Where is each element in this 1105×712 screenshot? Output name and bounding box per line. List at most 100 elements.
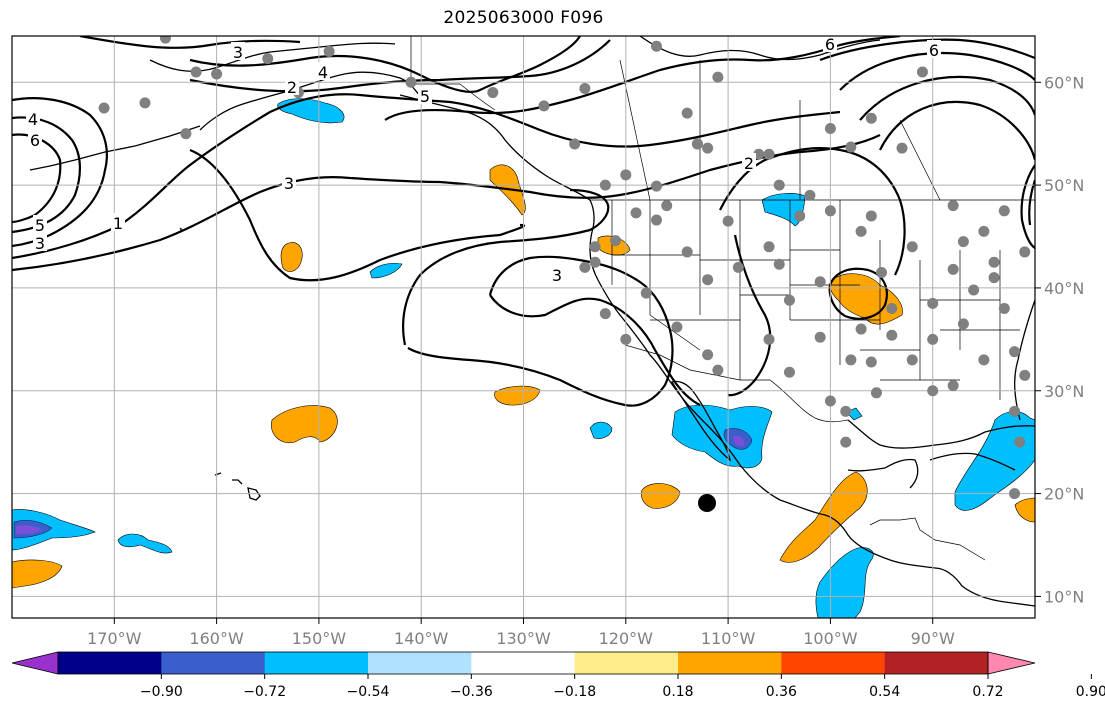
colorbar-tick-label: −0.18 <box>553 684 596 700</box>
coastline-hawaii <box>214 472 261 501</box>
contour-label: 6 <box>825 35 835 54</box>
shade-orange <box>12 559 63 589</box>
contour-line <box>402 188 610 346</box>
contour-label-bg <box>28 130 42 148</box>
station-dot <box>814 276 826 288</box>
station-dot <box>763 241 775 253</box>
station-dot <box>947 380 959 392</box>
colorbar-extend-min <box>11 651 59 675</box>
station-dot <box>650 180 662 192</box>
station-dot <box>753 148 765 160</box>
contour-label: 3 <box>35 234 45 253</box>
station-dot <box>569 138 581 150</box>
contour-label-bg <box>33 233 47 251</box>
station-dot <box>650 40 662 52</box>
station-dot <box>906 354 918 366</box>
x-tick-label: 90°W <box>911 629 955 648</box>
station-dot <box>579 82 591 94</box>
contour-line <box>189 39 611 93</box>
y-tick-label: 30°N <box>1044 382 1084 401</box>
station-dot <box>98 102 110 114</box>
latitude-ticks: 60°N 50°N 40°N 30°N 20°N 10°N <box>1035 73 1084 606</box>
contour-line <box>859 75 1035 121</box>
station-dot <box>998 302 1010 314</box>
contour-line <box>819 38 1035 62</box>
shade-lightblue <box>12 509 96 551</box>
storm-marker <box>698 494 716 512</box>
contour-label-bg <box>282 173 296 191</box>
coastline-north-america <box>399 94 1035 607</box>
contour-label: 4 <box>318 63 328 82</box>
station-dot <box>886 302 898 314</box>
station-dot <box>722 215 734 227</box>
contour-line <box>12 133 62 224</box>
station-dot <box>988 272 1000 284</box>
station-dot <box>180 128 192 140</box>
shade-lightblue <box>369 262 403 279</box>
coastline-yucatan <box>847 458 919 489</box>
border-mexico-south <box>869 517 986 561</box>
contour-label-bg <box>418 86 432 104</box>
colorbar-tick-label: 0.90 <box>1076 684 1105 700</box>
contour-label: 2 <box>744 154 754 173</box>
coastline-baja <box>671 380 731 462</box>
station-dot <box>865 210 877 222</box>
station-dot <box>840 436 852 448</box>
station-dot <box>262 53 274 65</box>
station-dot <box>927 333 939 345</box>
colorbar-segment <box>471 652 576 674</box>
contour-line <box>1020 164 1035 249</box>
graticule <box>12 36 1035 618</box>
station-dot <box>405 76 417 88</box>
coastline-aleutians <box>29 71 421 171</box>
colorbar-extend-max <box>987 651 1036 675</box>
contour-label-bg <box>823 36 837 52</box>
contour-label: 5 <box>35 216 45 235</box>
station-dot <box>927 297 939 309</box>
station-dot <box>998 205 1010 217</box>
contour-label-bg <box>231 42 245 60</box>
station-dot <box>783 294 795 306</box>
station-dot <box>671 321 683 333</box>
station-dot <box>323 45 335 57</box>
contour-label-bg <box>550 265 564 283</box>
station-dot <box>840 405 852 417</box>
y-tick-label: 20°N <box>1044 485 1084 504</box>
station-dot <box>978 225 990 237</box>
y-tick-label: 40°N <box>1044 279 1084 298</box>
coastline-east <box>1014 299 1035 421</box>
contour-label-bg <box>26 109 40 127</box>
station-dot <box>845 141 857 153</box>
contour-label: 5 <box>420 87 430 106</box>
station-dot <box>773 258 785 270</box>
station-dot <box>824 395 836 407</box>
station-dot <box>712 71 724 83</box>
colorbar-segment <box>574 652 679 674</box>
station-dot <box>681 246 693 258</box>
station-dot <box>978 354 990 366</box>
station-dot <box>139 97 151 109</box>
contour-label-bg <box>316 62 330 80</box>
shade-orange <box>779 471 868 563</box>
station-dot <box>702 274 714 286</box>
station-dot <box>211 68 223 80</box>
y-tick-label: 50°N <box>1044 176 1084 195</box>
border-us-mexico <box>624 344 849 423</box>
station-dot <box>702 349 714 361</box>
shade-orange <box>1014 497 1035 523</box>
contour-label: 3 <box>233 43 243 62</box>
station-dot <box>681 107 693 119</box>
station-dot <box>794 210 806 222</box>
contour-line <box>1028 179 1035 226</box>
station-dot <box>773 179 785 191</box>
station-dot <box>620 333 632 345</box>
station-dot <box>824 123 836 135</box>
contour-line <box>12 116 81 234</box>
station-dot <box>599 179 611 191</box>
colorbar-tick-label: −0.72 <box>243 684 286 700</box>
colorbar-tick-label: 0.36 <box>766 684 797 700</box>
station-dot <box>804 189 816 201</box>
station-dot <box>896 142 908 154</box>
